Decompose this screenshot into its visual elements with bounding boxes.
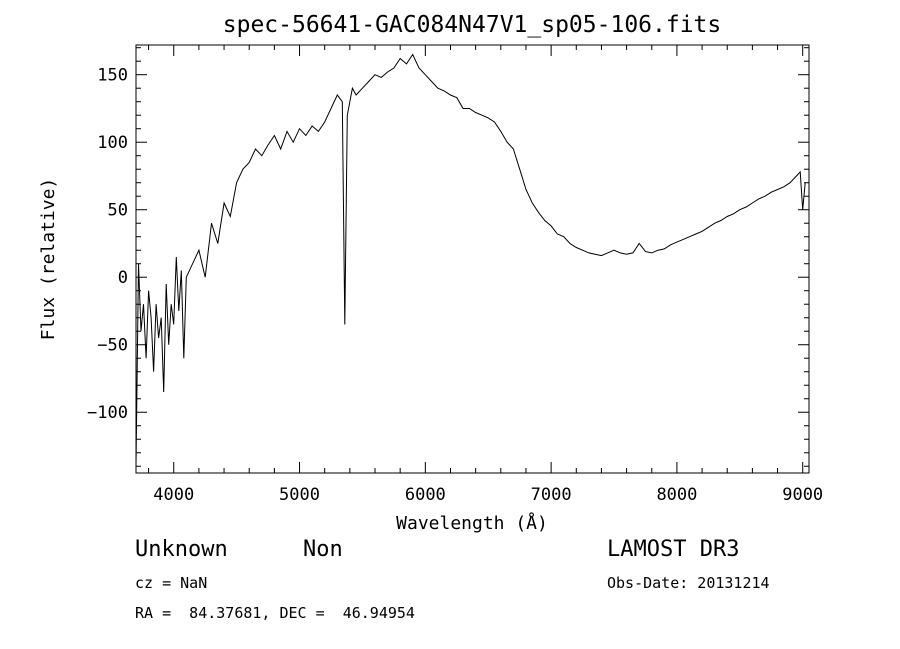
y-tick-label: 50 <box>108 201 128 221</box>
y-tick-label: 150 <box>97 66 128 86</box>
observation-date: Obs-Date: 20131214 <box>607 574 770 592</box>
y-tick-label: −50 <box>97 336 128 356</box>
y-tick-label: −100 <box>87 403 128 423</box>
object-class: Unknown <box>135 537 228 562</box>
ra-dec-coordinates: RA = 84.37681, DEC = 46.94954 <box>135 604 415 622</box>
y-tick-label: 0 <box>118 268 128 288</box>
redshift-cz: cz = NaN <box>135 574 208 592</box>
x-tick-label: 6000 <box>405 485 446 505</box>
x-axis-label: Wavelength (Å) <box>396 512 548 534</box>
x-tick-label: 7000 <box>531 485 572 505</box>
chart-title: spec-56641-GAC084N47V1_sp05-106.fits <box>223 12 722 38</box>
object-subclass: Non <box>303 537 343 562</box>
spectrum-line <box>136 53 806 467</box>
survey-name: LAMOST DR3 <box>607 537 740 562</box>
y-axis-label: Flux (relative) <box>38 178 59 341</box>
x-tick-label: 8000 <box>656 485 697 505</box>
plot-frame <box>135 44 810 474</box>
y-tick-labels: −100 −50 0 50 100 150 <box>87 66 128 424</box>
x-tick-labels: 4000 5000 6000 7000 8000 9000 <box>153 485 823 505</box>
x-tick-label: 4000 <box>153 485 194 505</box>
x-tick-label: 5000 <box>279 485 320 505</box>
x-tick-label: 9000 <box>782 485 823 505</box>
y-tick-label: 100 <box>97 133 128 153</box>
axis-ticks <box>136 45 809 473</box>
